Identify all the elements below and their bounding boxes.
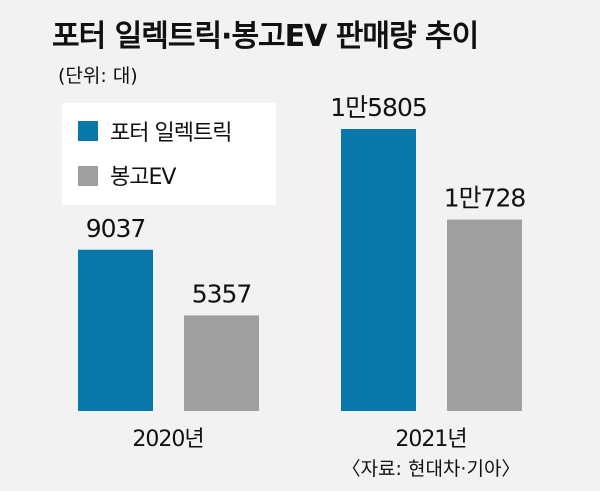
category-label-1: 2021년: [395, 427, 466, 452]
bar-porter-0: [78, 249, 153, 411]
chart-title: 포터 일렉트릭·봉고EV 판매량 추이: [52, 19, 478, 54]
bars: [78, 129, 522, 411]
source-note: 〈자료: 현대차·기아〉: [342, 458, 521, 480]
legend-box: [62, 103, 276, 205]
legend-label-bongo: 봉고EV: [110, 165, 176, 190]
value-label-porter-0: 9037: [86, 214, 146, 243]
value-label-porter-1: 1만5805: [330, 93, 427, 122]
legend: 포터 일렉트릭 봉고EV: [62, 103, 276, 205]
category-labels: 2020년 2021년: [132, 427, 467, 452]
category-label-0: 2020년: [132, 427, 203, 452]
bar-porter-1: [341, 129, 416, 411]
bar-bongo-1: [447, 219, 522, 411]
legend-swatch-bongo: [78, 166, 98, 186]
value-labels: 9037 5357 1만5805 1만728: [86, 93, 527, 308]
value-label-bongo-0: 5357: [192, 279, 252, 308]
value-label-bongo-1: 1만728: [444, 184, 526, 213]
unit-note: (단위: 대): [58, 65, 138, 87]
legend-swatch-porter: [78, 121, 98, 141]
legend-label-porter: 포터 일렉트릭: [110, 121, 231, 146]
bar-bongo-0: [184, 315, 259, 411]
